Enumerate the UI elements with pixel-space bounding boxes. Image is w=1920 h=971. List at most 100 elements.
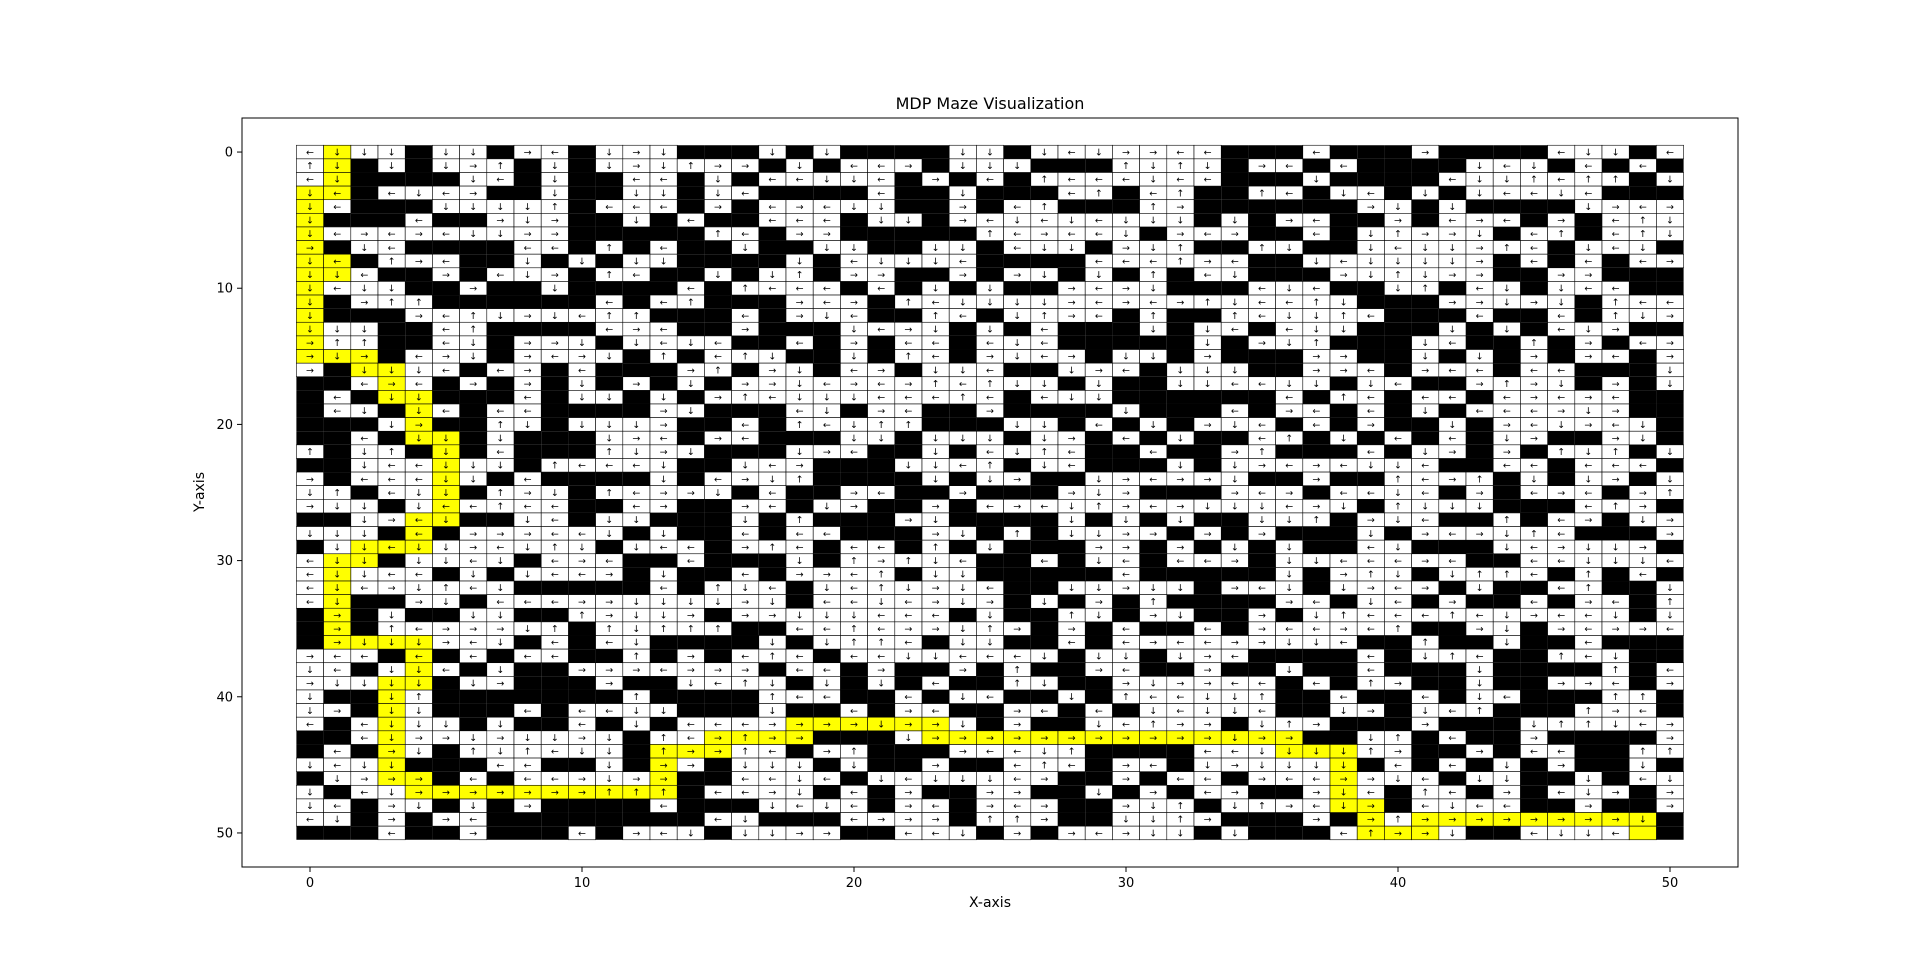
- wall-cell: [922, 226, 950, 241]
- wall-cell: [405, 826, 433, 840]
- wall-cell: [1221, 512, 1249, 527]
- policy-arrow: →: [551, 788, 559, 799]
- policy-arrow: ↓: [306, 529, 314, 540]
- policy-arrow: ←: [442, 365, 450, 376]
- wall-cell: [840, 662, 868, 677]
- wall-cell: [432, 172, 460, 187]
- policy-arrow: ↑: [1476, 474, 1484, 485]
- policy-arrow: ←: [741, 651, 749, 662]
- wall-cell: [405, 199, 433, 214]
- wall-cell: [813, 349, 841, 364]
- policy-arrow: ↓: [360, 324, 368, 335]
- policy-arrow: ↓: [1095, 393, 1103, 404]
- wall-cell: [1248, 199, 1276, 214]
- wall-cell: [1384, 662, 1412, 677]
- policy-arrow: ←: [1312, 216, 1320, 227]
- open-cell: [1220, 321, 1249, 337]
- policy-arrow: ↓: [1040, 597, 1048, 608]
- wall-cell: [677, 785, 705, 799]
- wall-cell: [1520, 512, 1548, 527]
- policy-arrow: →: [1231, 229, 1239, 240]
- policy-arrow: ↓: [1149, 324, 1157, 335]
- policy-arrow: →: [1448, 270, 1456, 281]
- wall-cell: [894, 186, 922, 200]
- policy-arrow: ←: [687, 542, 695, 553]
- wall-cell: [350, 744, 378, 759]
- policy-arrow: ↓: [1448, 324, 1456, 335]
- policy-arrow: ↓: [959, 828, 967, 839]
- policy-arrow: ↑: [986, 461, 994, 472]
- wall-cell: [1030, 826, 1058, 840]
- policy-arrow: ↓: [360, 447, 368, 458]
- policy-arrow: ↓: [632, 420, 640, 431]
- policy-arrow: →: [1340, 624, 1348, 635]
- policy-arrow: →: [388, 583, 396, 594]
- policy-arrow: ←: [1176, 774, 1184, 785]
- policy-arrow: →: [1122, 679, 1130, 690]
- policy-arrow: ←: [496, 760, 504, 771]
- wall-cell: [1166, 758, 1194, 772]
- policy-arrow: ←: [578, 719, 586, 730]
- wall-cell: [1085, 158, 1113, 173]
- policy-arrow: ↓: [768, 801, 776, 812]
- wall-cell: [731, 689, 759, 704]
- policy-arrow: ↓: [1040, 270, 1048, 281]
- wall-cell: [1139, 649, 1167, 663]
- policy-arrow: ↑: [1258, 188, 1266, 199]
- wall-cell: [1112, 390, 1140, 404]
- policy-arrow: ↓: [850, 610, 858, 621]
- wall-cell: [1384, 349, 1412, 364]
- wall-cell: [622, 567, 650, 582]
- wall-cell: [622, 758, 650, 772]
- policy-arrow: ←: [1584, 284, 1592, 295]
- wall-cell: [976, 553, 1004, 568]
- policy-arrow: ←: [714, 352, 722, 363]
- policy-arrow: ↓: [415, 679, 423, 690]
- wall-cell: [1574, 662, 1602, 677]
- policy-arrow: ←: [877, 284, 885, 295]
- policy-arrow: ↑: [1612, 311, 1620, 322]
- policy-arrow: ←: [632, 202, 640, 213]
- wall-cell: [1493, 703, 1521, 718]
- policy-arrow: ↓: [333, 161, 341, 172]
- policy-arrow: ↓: [1367, 229, 1375, 240]
- policy-arrow: ↓: [850, 433, 858, 444]
- policy-arrow: ↓: [823, 393, 831, 404]
- policy-arrow: ←: [442, 256, 450, 267]
- wall-cell: [677, 417, 705, 432]
- policy-arrow: →: [1476, 815, 1484, 826]
- policy-arrow: →: [1122, 828, 1130, 839]
- policy-arrow: ↓: [687, 338, 695, 349]
- policy-arrow: ↓: [333, 502, 341, 513]
- wall-cell: [350, 485, 378, 500]
- policy-arrow: ←: [1340, 488, 1348, 499]
- wall-cell: [1112, 703, 1140, 718]
- wall-cell: [677, 526, 705, 541]
- wall-cell: [541, 581, 569, 595]
- policy-arrow: →: [1666, 256, 1674, 267]
- wall-cell: [894, 431, 922, 445]
- policy-arrow: ←: [1612, 243, 1620, 254]
- wall-cell: [323, 512, 351, 527]
- open-cell: [1220, 267, 1249, 282]
- wall-cell: [1275, 812, 1303, 827]
- policy-arrow: ↓: [1666, 447, 1674, 458]
- policy-arrow: ↓: [1584, 202, 1592, 213]
- policy-arrow: ↓: [850, 352, 858, 363]
- wall-cell: [786, 322, 814, 336]
- wall-cell: [840, 458, 868, 473]
- policy-arrow: ↑: [1040, 175, 1048, 186]
- policy-arrow: ←: [1258, 706, 1266, 717]
- wall-cell: [1166, 621, 1194, 636]
- policy-arrow: →: [1285, 733, 1293, 744]
- policy-arrow: →: [1176, 733, 1184, 744]
- policy-arrow: ↓: [1639, 515, 1647, 526]
- policy-arrow: →: [1149, 733, 1157, 744]
- policy-arrow: ↑: [1394, 502, 1402, 513]
- policy-arrow: →: [1367, 583, 1375, 594]
- policy-arrow: ↓: [796, 774, 804, 785]
- wall-cell: [296, 417, 324, 432]
- wall-cell: [568, 472, 596, 486]
- policy-arrow: ←: [1421, 610, 1429, 621]
